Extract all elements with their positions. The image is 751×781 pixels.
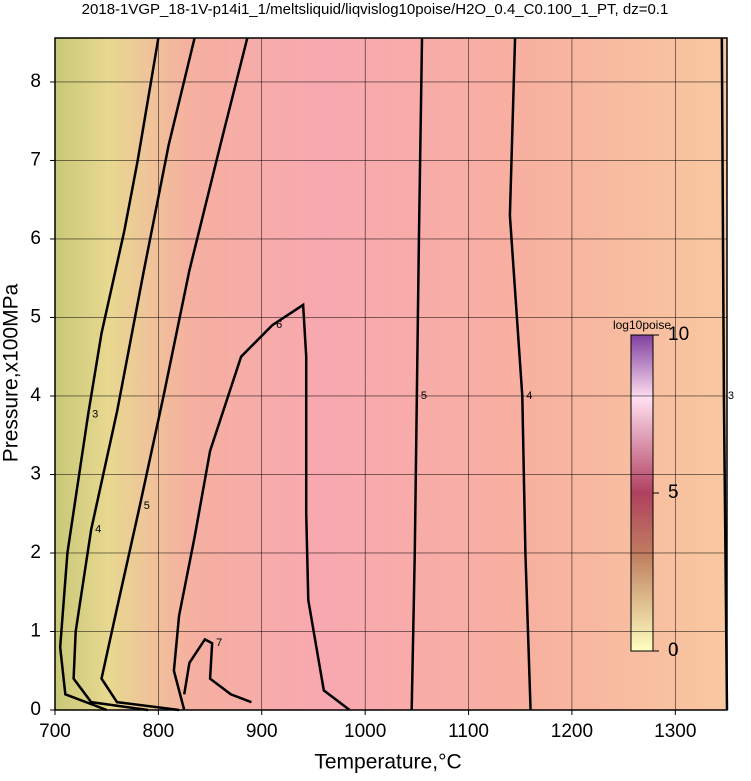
contour-label: 7	[216, 637, 222, 649]
contour-label: 3	[728, 390, 734, 402]
contour-line	[100, 37, 249, 712]
x-tick-label: 1000	[344, 721, 386, 742]
plot-frame	[54, 37, 728, 711]
colorbar-label: log10poise	[613, 318, 671, 332]
contour-line	[172, 302, 351, 711]
y-tick-label: 2	[30, 542, 41, 563]
y-tick-label: 6	[30, 228, 41, 249]
y-tick-label: 5	[30, 306, 41, 327]
chart-title: 2018-1VGP_18-1V-p14i1_1/meltsliquid/liqv…	[82, 1, 669, 18]
contour-label: 4	[95, 523, 101, 535]
y-tick-label: 7	[30, 149, 41, 170]
contour-line	[58, 37, 160, 712]
contour-label: 5	[144, 500, 150, 512]
contour-label: 3	[92, 409, 98, 421]
colorbar-tick-label: 0	[668, 640, 679, 661]
y-axis-label: Pressure,x100MPa	[0, 283, 23, 462]
contour-line	[72, 37, 196, 712]
x-tick-label: 700	[39, 721, 71, 742]
x-tick-label: 1200	[551, 721, 593, 742]
x-tick-label: 1300	[654, 721, 696, 742]
x-tick-label: 800	[143, 721, 175, 742]
y-tick-label: 3	[30, 464, 41, 485]
y-tick-label: 8	[30, 71, 41, 92]
contour-line	[182, 637, 252, 704]
y-tick-label: 0	[30, 699, 41, 720]
contour-label: 6	[276, 319, 282, 331]
x-tick-label: 900	[246, 721, 278, 742]
y-tick-label: 1	[30, 621, 41, 642]
x-tick-label: 1100	[448, 721, 489, 742]
colorbar	[630, 334, 654, 652]
colorbar-tick-label: 10	[668, 324, 689, 345]
colorbar-tick-label: 5	[668, 482, 679, 503]
plot-background	[55, 38, 727, 710]
x-axis-label: Temperature,°C	[314, 751, 461, 774]
y-tick-label: 4	[30, 385, 41, 406]
